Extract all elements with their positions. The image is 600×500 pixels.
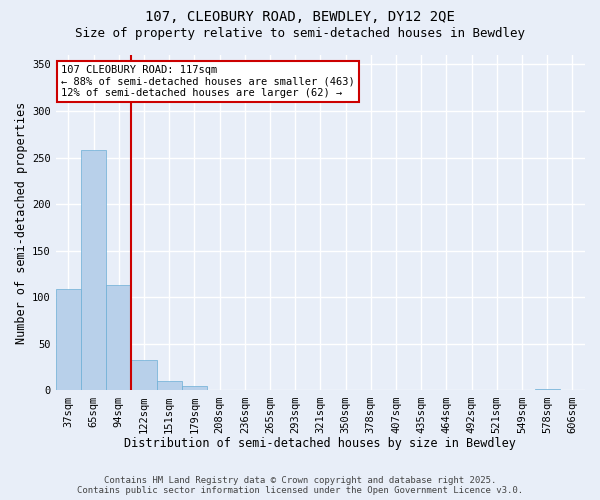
Bar (182, 386, 207, 390)
Text: Size of property relative to semi-detached houses in Bewdley: Size of property relative to semi-detach… (75, 28, 525, 40)
Y-axis label: Number of semi-detached properties: Number of semi-detached properties (15, 102, 28, 344)
Bar (131, 360, 157, 390)
Bar (535, 388, 560, 390)
Bar (56, 289, 81, 390)
Text: 107, CLEOBURY ROAD, BEWDLEY, DY12 2QE: 107, CLEOBURY ROAD, BEWDLEY, DY12 2QE (145, 10, 455, 24)
Bar (81, 150, 106, 390)
X-axis label: Distribution of semi-detached houses by size in Bewdley: Distribution of semi-detached houses by … (124, 437, 517, 450)
Bar (157, 381, 182, 390)
Bar (106, 285, 131, 391)
Text: 107 CLEOBURY ROAD: 117sqm
← 88% of semi-detached houses are smaller (463)
12% of: 107 CLEOBURY ROAD: 117sqm ← 88% of semi-… (61, 65, 355, 98)
Text: Contains HM Land Registry data © Crown copyright and database right 2025.
Contai: Contains HM Land Registry data © Crown c… (77, 476, 523, 495)
